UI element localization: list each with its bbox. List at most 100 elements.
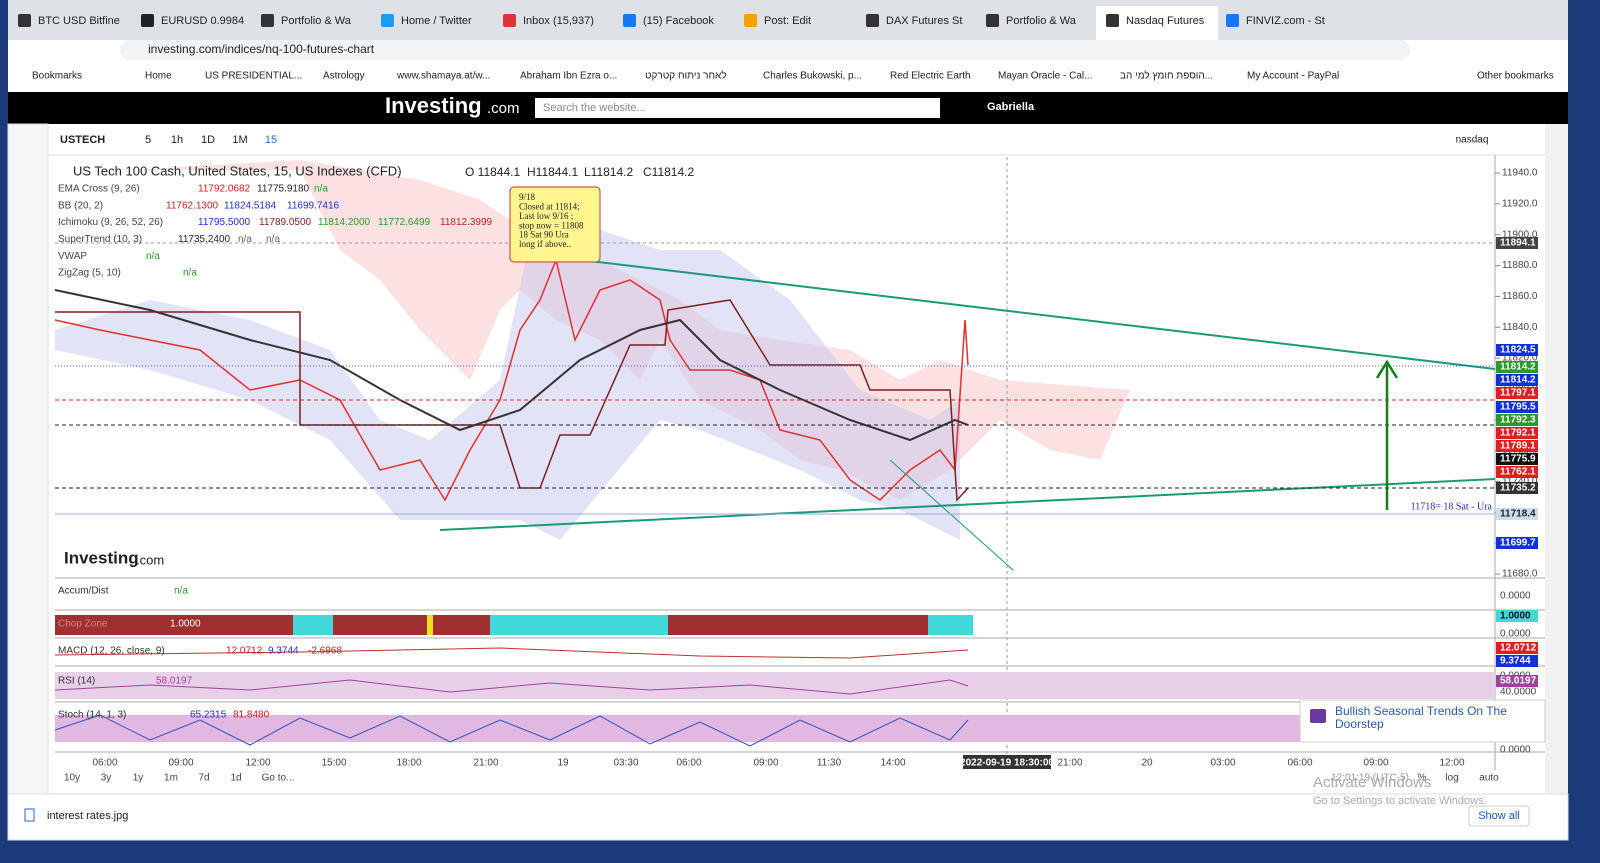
popup-text: Bullish Seasonal Trends On The [1335,704,1507,718]
range-button[interactable]: 3y [101,773,112,784]
tab-title[interactable]: Home / Twitter [401,15,472,27]
price-tag-label: 11735.2 [1500,483,1536,494]
bookmark[interactable]: Bookmarks [32,71,82,82]
time-label: 06:00 [1287,758,1312,769]
ohlc: H11844.1 [527,165,578,179]
tab-title[interactable]: (15) Facebook [643,15,714,27]
tab-icon [141,14,154,27]
price-tag-label: 11789.1 [1500,441,1536,452]
pane-tag [1496,675,1538,687]
range-button[interactable]: Go to... [262,773,295,784]
price-tick-label: 11740.0 [1502,476,1538,487]
tab-title[interactable]: Nasdaq Futures [1126,15,1205,27]
bookmark[interactable]: Home [145,71,172,82]
interval[interactable]: 1h [171,134,183,146]
pane-borders [55,577,1545,753]
price-tag-label: 11762.1 [1500,467,1536,478]
drawing-sidebar [7,123,49,795]
tab-icon [1226,14,1239,27]
range-button[interactable]: 7d [198,773,209,784]
price-tag-label: 11718.4 [1500,509,1536,520]
price-tag-label: 11797.1 [1500,388,1536,399]
bookmark[interactable]: US PRESIDENTIAL... [205,71,302,82]
range-button[interactable]: 1d [230,773,241,784]
bookmark[interactable]: Astrology [323,71,365,82]
tab-title[interactable]: Post: Edit [764,15,811,27]
indicator-value: n/a [314,184,328,195]
pane-axis-label: 58.0197 [1500,676,1537,687]
bookmark[interactable]: Red Electric Earth [890,71,971,82]
bookmark[interactable]: www.shamaya.at/w... [396,71,490,82]
time-cursor-box [963,755,1051,769]
price-tag [1496,401,1538,413]
price-tag [1496,453,1538,465]
time-label: 15:00 [321,758,346,769]
pane-axis-label: 0.0000 [1500,745,1531,756]
interval[interactable]: 1D [201,134,215,146]
indicator-value: 11699.7416 [287,200,340,211]
tab-title[interactable]: Portfolio & Wa [281,15,352,27]
indicator-value: n/a [183,268,197,279]
range-button[interactable]: 1m [164,773,178,784]
tab-title[interactable]: Inbox (15,937) [523,15,594,27]
time-label: 2022-09-19 18:30:00 [960,758,1054,769]
indicator-name: Ichimoku (9, 26, 52, 26) [58,217,163,228]
interval[interactable]: 15 [265,134,277,146]
price-tag [1496,374,1538,386]
bookmark[interactable]: Charles Bukowski, p... [763,71,862,82]
axis-option[interactable]: auto [1479,773,1499,784]
price-tag [1496,344,1538,356]
annotation-line: 9/18 [519,192,536,202]
tab-title[interactable]: EURUSD 0.9984 [161,15,244,27]
pane-axis-label: 9.3744 [1500,656,1531,667]
watermark-suffix: .com [136,552,164,567]
pane-tag [1496,655,1538,667]
indicator-value: 11814.2000 [318,217,371,228]
show-all-button[interactable] [1468,805,1530,827]
indicator-value: 11772.6499 [378,217,431,228]
bookmark[interactable]: Mayan Oracle - Cal... [998,71,1092,82]
indicator-name: EMA Cross (9, 26) [58,184,140,195]
file-icon [24,808,35,822]
tab-title[interactable]: FINVIZ.com - St [1246,15,1325,27]
note: 11718= 18 Sat - Ura [1411,501,1493,512]
axis-option[interactable]: log [1445,773,1458,784]
indicator-name: BB (20, 2) [58,200,103,211]
rsi-band [55,672,1495,699]
indicator-value: 11792.0682 [198,184,251,195]
tab-title[interactable]: BTC USD Bitfine [38,15,120,27]
tab-icon [503,14,516,27]
download-file[interactable]: interest rates.jpg [47,810,128,822]
price-tag [1496,237,1538,249]
pane-value: -2.6968 [308,646,342,657]
bookmark[interactable]: Abraham Ibn Ezra o... [520,71,617,82]
tab-title[interactable]: Portfolio & Wa [1006,15,1077,27]
show-all[interactable]: Show all [1478,810,1520,822]
bookmark[interactable]: לאחר ניתוח קטרקט [645,70,727,82]
logo: Investing [385,93,482,118]
scrollbar [1545,124,1568,794]
time-label: 20 [1141,758,1153,769]
bookmark[interactable]: Other bookmarks [1477,71,1554,82]
stoch-band [55,715,1495,742]
range-button[interactable]: 1y [133,773,144,784]
tab-title[interactable]: DAX Futures St [886,15,962,27]
popup[interactable] [1299,699,1546,743]
indicator-value: 11735.2400 [178,234,231,245]
bookmark[interactable]: הוספת חומץ למי הב... [1120,70,1213,82]
interval[interactable]: 1M [232,134,247,146]
range-button[interactable]: 10y [64,773,80,784]
indicator-value: n/a [238,234,252,245]
pane-axis-label: 1.0000 [1500,611,1531,622]
bookmark[interactable]: My Account - PayPal [1247,71,1339,82]
annotation-line: Closed at 11814; [519,201,580,211]
macd-line [54,647,969,659]
search-box[interactable] [535,98,940,118]
chop-zone-yellow [427,615,433,635]
price-tick-label: 11900.0 [1502,229,1538,240]
time-label: 19 [557,758,569,769]
interval[interactable]: 5 [145,134,151,146]
axis-option[interactable]: % [1418,773,1427,784]
price-tag [1496,361,1538,373]
